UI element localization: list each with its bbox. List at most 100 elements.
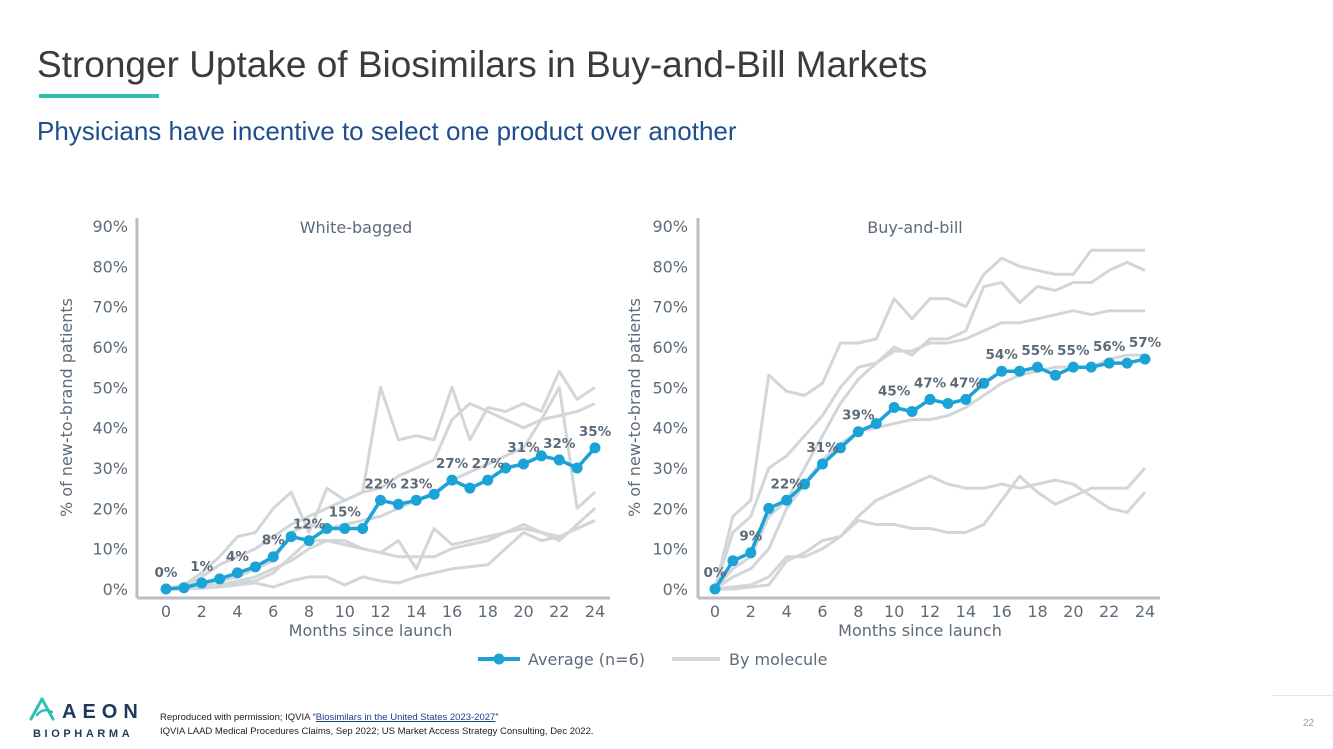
source-line-1: Reproduced with permission; IQVIA “Biosi… <box>160 711 594 725</box>
average-point <box>375 494 386 506</box>
average-point <box>960 393 972 405</box>
y-tick-label: 80% <box>92 257 128 276</box>
average-point <box>178 582 190 594</box>
y-tick-label: 70% <box>92 298 128 317</box>
average-point <box>942 397 954 409</box>
slide-subtitle: Physicians have incentive to select one … <box>37 116 737 146</box>
y-axis-label: % of new-to-brand patients <box>57 298 76 517</box>
data-label: 47% <box>914 375 947 391</box>
average-point <box>781 494 793 506</box>
data-label: 0% <box>704 565 727 581</box>
average-point <box>553 454 565 466</box>
source-link[interactable]: Biosimilars in the United States 2023-20… <box>315 712 496 723</box>
x-tick-label: 2 <box>746 602 756 621</box>
data-label: 0% <box>155 565 178 581</box>
average-point <box>709 583 721 595</box>
page-number: 22 <box>1303 718 1315 729</box>
legend-average-label: Average (n=6) <box>528 650 645 669</box>
x-tick-label: 18 <box>1027 602 1047 621</box>
molecule-line-1 <box>165 369 596 591</box>
average-point <box>996 365 1008 377</box>
x-tick-label: 24 <box>585 602 605 621</box>
molecule-line-5 <box>714 474 1147 591</box>
molecule-line-2 <box>165 402 596 591</box>
y-tick-label: 0% <box>103 580 128 599</box>
average-point <box>357 523 369 534</box>
data-label: 54% <box>986 347 1019 363</box>
logo-wordmark: AEON <box>62 701 144 723</box>
data-label: 45% <box>878 384 911 400</box>
data-label: 57% <box>1129 335 1162 351</box>
data-label: 22% <box>364 476 397 492</box>
x-axis-label: Months since launch <box>289 621 453 640</box>
y-tick-label: 10% <box>652 540 688 559</box>
source-prefix: Reproduced with permission; IQVIA “ <box>160 712 316 723</box>
data-label: 27% <box>436 456 469 472</box>
x-tick-label: 8 <box>304 602 314 621</box>
charts-area: White-bagged0%10%20%30%40%50%60%70%80%90… <box>57 217 1162 669</box>
y-tick-label: 90% <box>92 217 128 236</box>
data-label: 31% <box>806 440 839 456</box>
average-point <box>285 531 297 543</box>
chart-legend: Average (n=6) By molecule <box>478 650 827 669</box>
aeon-logo-icon <box>29 697 55 721</box>
average-point <box>500 462 512 474</box>
x-tick-label: 6 <box>268 602 278 621</box>
data-label: 23% <box>400 476 433 492</box>
average-point <box>745 547 757 559</box>
data-label: 1% <box>190 559 213 575</box>
x-tick-label: 6 <box>817 602 827 621</box>
average-point <box>464 482 476 494</box>
data-label: 12% <box>293 517 326 533</box>
average-point <box>232 567 243 579</box>
x-tick-label: 4 <box>232 602 242 621</box>
average-point <box>924 393 936 405</box>
y-tick-label: 20% <box>652 499 688 518</box>
y-tick-label: 20% <box>92 499 128 518</box>
y-tick-label: 60% <box>652 338 688 357</box>
average-point <box>249 561 261 573</box>
x-tick-label: 0 <box>161 602 171 621</box>
average-point <box>1014 365 1026 377</box>
data-label: 15% <box>329 505 362 521</box>
data-label: 47% <box>950 375 983 391</box>
y-tick-label: 70% <box>652 298 688 317</box>
y-tick-label: 40% <box>652 419 688 438</box>
x-tick-label: 4 <box>782 602 792 621</box>
average-point <box>1121 357 1133 369</box>
chart-title: White-bagged <box>300 218 413 237</box>
x-tick-label: 14 <box>406 602 426 621</box>
y-tick-label: 60% <box>92 338 128 357</box>
y-tick-label: 30% <box>92 459 128 478</box>
molecule-line-5 <box>166 519 596 591</box>
molecule-line-1 <box>713 248 1145 590</box>
x-tick-label: 8 <box>853 602 863 621</box>
x-tick-label: 16 <box>991 602 1011 621</box>
x-tick-label: 10 <box>335 602 355 621</box>
legend-average-marker <box>493 653 505 665</box>
average-point <box>392 498 404 510</box>
chart-panel-2: Buy-and-bill0%10%20%30%40%50%60%70%80%90… <box>625 217 1162 640</box>
data-label: 9% <box>739 529 762 545</box>
average-point <box>428 488 440 500</box>
average-point <box>978 377 990 389</box>
average-point <box>482 474 494 486</box>
data-label: 22% <box>771 476 804 492</box>
data-label: 4% <box>226 549 249 565</box>
molecule-line-6 <box>166 519 596 591</box>
average-point <box>535 450 547 462</box>
molecule-line-6 <box>715 467 1147 591</box>
source-suffix: ” <box>495 712 499 723</box>
average-line <box>713 357 1146 590</box>
average-point <box>1067 361 1079 373</box>
x-axis-label: Months since launch <box>838 621 1002 640</box>
average-point <box>1103 357 1115 369</box>
x-tick-label: 20 <box>1063 602 1083 621</box>
average-point <box>799 478 811 490</box>
data-label: 32% <box>543 436 576 452</box>
average-point <box>817 458 828 470</box>
average-point <box>214 573 226 585</box>
average-point <box>410 494 422 506</box>
average-point <box>267 551 279 563</box>
x-tick-label: 12 <box>370 602 390 621</box>
